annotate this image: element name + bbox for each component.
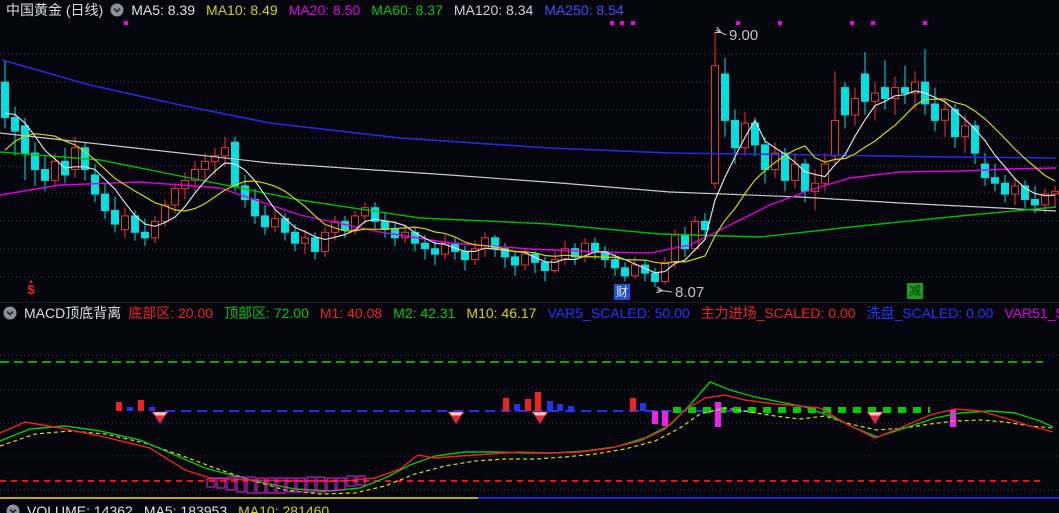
legend-item: VAR5_SCALED: 50.00 [547, 305, 690, 321]
legend-item: MA20: 8.50 [288, 2, 361, 18]
macd-panel[interactable] [0, 323, 1059, 497]
candlestick-chart[interactable]: 9.00 8.07 [0, 20, 1059, 303]
legend-item: 顶部区: 72.00 [224, 305, 309, 321]
gem-signal-icon [531, 411, 549, 424]
legend-item: MA250: 8.54 [544, 2, 624, 18]
event-badge-jian[interactable]: 减 [907, 283, 923, 299]
chevron-down-icon[interactable] [3, 306, 17, 320]
chevron-down-icon[interactable] [110, 3, 124, 17]
instrument-title: 中国黄金 (日线) [6, 2, 104, 18]
legend-item: VOLUME: 14362 [27, 503, 133, 513]
legend-item: M2: 42.31 [393, 305, 456, 321]
legend-item: MA5: 8.39 [131, 2, 196, 18]
macd-title: MACD顶底背离 [24, 305, 122, 321]
splitter-right-segment [478, 497, 1059, 499]
legend-item: MA10: 8.49 [206, 2, 278, 18]
price-annotation: 9.00 [729, 27, 758, 44]
buy-signal-marker[interactable]: ▴ $ [24, 278, 38, 297]
legend-item: MA120: 8.34 [453, 2, 534, 18]
macd-header: MACD顶底背离 底部区: 20.00 顶部区: 72.00 M1: 40.08 M2… [0, 302, 1059, 323]
gem-signal-icon [447, 411, 465, 424]
legend-item: M1: 40.08 [319, 305, 383, 321]
legend-item: 主力进场_SCALED: 0.00 [700, 305, 856, 321]
dollar-icon: $ [27, 282, 35, 297]
event-badge-cai[interactable]: 财 [614, 284, 630, 300]
price-annotation: 8.07 [675, 284, 704, 301]
volume-legend: VOLUME: 14362 MA5: 183953 MA10: 281460 [27, 503, 340, 513]
main-chart-header: 中国黄金 (日线) MA5: 8.39 MA10: 8.49 MA20: 8.50 M… [0, 0, 1059, 20]
volume-header: VOLUME: 14362 MA5: 183953 MA10: 281460 [0, 501, 1059, 513]
legend-item: 洗盘_SCALED: 0.00 [866, 305, 994, 321]
legend-item: VAR51_SCALED: 50.00 [1004, 305, 1059, 321]
legend-item: M10: 46.17 [466, 305, 537, 321]
up-arrow-icon: ▴ [29, 278, 33, 285]
gem-signal-icon [151, 411, 169, 424]
gem-signal-icon [866, 411, 884, 424]
splitter-left-segment [0, 497, 478, 499]
ma-legend: MA5: 8.39 MA10: 8.49 MA20: 8.50 MA60: 8.37 M… [131, 2, 634, 18]
legend-item: MA60: 8.37 [371, 2, 443, 18]
legend-item: MA5: 183953 [143, 503, 228, 513]
legend-item: 底部区: 20.00 [128, 305, 214, 321]
panel-splitter[interactable] [0, 497, 1059, 499]
legend-item: MA10: 281460 [238, 503, 330, 513]
chevron-down-icon[interactable] [6, 504, 20, 513]
macd-legend: 底部区: 20.00 顶部区: 72.00 M1: 40.08 M2: 42.31 M1… [128, 303, 1059, 323]
